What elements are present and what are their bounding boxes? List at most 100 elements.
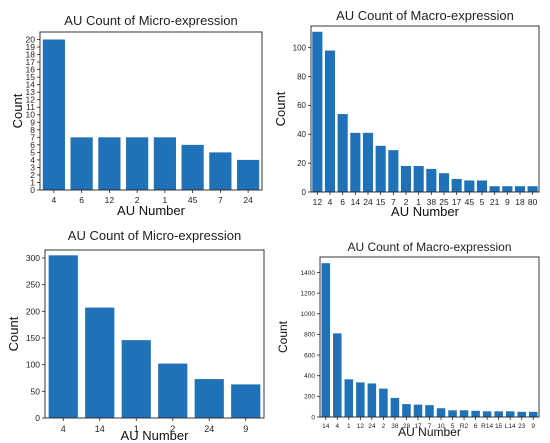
y-tick-label: 100	[26, 360, 40, 370]
bar-au-14	[350, 132, 361, 192]
bar-au-24	[237, 159, 260, 190]
plot-frame	[39, 31, 263, 191]
chart-title: AU Count of Micro-expression	[64, 13, 237, 28]
x-tick-label: 15	[376, 197, 386, 207]
bar-au-R14	[482, 411, 492, 417]
y-tick-label: 50	[31, 386, 41, 396]
bar-au-4	[333, 333, 342, 417]
y-tick-label: 40	[297, 130, 306, 139]
y-tick-label: 200	[26, 306, 40, 316]
y-tick-label: 1000	[301, 311, 316, 318]
chart-title: AU Count of Macro-expression	[347, 240, 511, 254]
y-axis-label: Count	[276, 320, 290, 353]
bar-au-28	[402, 404, 411, 417]
x-tick-label: 4	[52, 195, 57, 205]
plot-frame	[310, 25, 540, 193]
x-tick-label: 17	[414, 423, 422, 430]
x-tick-label: R14	[481, 423, 493, 430]
y-tick-label: 300	[26, 253, 40, 263]
bar-au-12	[356, 382, 365, 417]
y-tick-label: 14	[26, 80, 36, 90]
y-tick-label: 0	[30, 185, 35, 195]
bar-au-23	[517, 411, 526, 417]
bar-au-24	[367, 383, 377, 417]
x-tick-label: 9	[243, 424, 248, 434]
x-tick-label: 28	[403, 423, 411, 430]
x-tick-label: 12	[357, 423, 365, 430]
bar-au-9	[528, 411, 538, 417]
y-tick-label: 19	[26, 42, 36, 52]
bar-au-18	[514, 186, 526, 192]
x-tick-label: 2	[382, 423, 386, 430]
y-tick-label: 150	[26, 333, 40, 343]
x-axis-label: AU Number	[391, 204, 460, 219]
chart-panel-top-left: AU Count of Micro-expression 0 1 2 3 4 5 6 7 8 9 10…	[0, 0, 275, 221]
x-tick-label: 6	[474, 423, 478, 430]
y-tick-label: 6	[30, 140, 35, 150]
x-tick-label: R2	[460, 423, 469, 430]
y-tick-label: 0	[35, 413, 40, 423]
bar-au-1	[121, 340, 151, 418]
bar-au-45	[181, 144, 204, 190]
y-tick-label: 18	[26, 50, 36, 60]
y-tick-label: 0	[311, 414, 315, 421]
x-axis-label: AU Number	[121, 428, 190, 443]
x-tick-label: 5	[451, 423, 455, 430]
y-tick-label: 3	[30, 162, 35, 172]
x-axis-label: AU Number	[398, 425, 461, 439]
y-tick-label: 17	[26, 57, 36, 67]
bar-au-6	[471, 410, 480, 417]
y-tick-label: 5	[30, 147, 35, 157]
x-tick-label: 25	[439, 197, 449, 207]
y-tick-label: 100	[293, 43, 307, 52]
bar-au-17	[451, 179, 462, 192]
bar-au-2	[126, 137, 149, 190]
x-tick-label: 80	[528, 197, 538, 207]
bar-au-15	[375, 145, 386, 192]
x-tick-label: 38	[427, 197, 437, 207]
bar-au-17	[413, 404, 423, 417]
x-tick-label: 2	[170, 424, 175, 434]
x-tick-label: 14	[351, 197, 361, 207]
x-tick-label: 12	[313, 197, 323, 207]
bar-au-45	[464, 180, 475, 192]
x-tick-label: 1	[134, 424, 139, 434]
y-tick-label: 0	[302, 188, 307, 197]
bar-au-4	[48, 255, 78, 418]
x-axis-label: AU Number	[117, 203, 186, 218]
bars	[42, 39, 260, 190]
x-tick-label: 4	[328, 197, 333, 207]
x-tick-label: 24	[368, 423, 376, 430]
y-tick-label: 8	[30, 125, 35, 135]
bar-au-1	[413, 166, 424, 192]
y-axis-label: Count	[10, 93, 25, 128]
y-tick-label: 15	[26, 72, 36, 82]
chart-panel-top-right: AU Count of Macro-expression 0 20 40 60 80 100…	[273, 0, 550, 221]
y-tick-label: 7	[30, 132, 35, 142]
x-tick-label: 6	[340, 197, 345, 207]
x-tick-label: 23	[518, 423, 526, 430]
y-tick-label: 9	[30, 117, 35, 127]
bar-au-6	[70, 137, 93, 190]
x-tick-label: 2	[135, 195, 140, 205]
bar-au-R2	[459, 410, 469, 417]
x-tick-label: 10	[437, 423, 445, 430]
y-tick-label: 13	[26, 87, 36, 97]
bar-au-12	[98, 137, 121, 190]
chart-title: AU Count of Macro-expression	[336, 8, 514, 23]
x-tick-label: 4	[335, 423, 339, 430]
bar-au-L14	[505, 411, 515, 417]
bar-au-15	[494, 411, 503, 417]
chart-title: AU Count of Micro-expression	[68, 228, 241, 243]
y-tick-label: 10	[26, 110, 36, 120]
bar-au-24	[194, 379, 224, 418]
bar-au-4	[42, 39, 65, 190]
bar-au-7	[425, 405, 434, 417]
x-tick-label: 18	[515, 197, 525, 207]
x-tick-label: 1	[163, 195, 168, 205]
x-tick-label: 21	[490, 197, 500, 207]
x-tick-label: 17	[452, 197, 462, 207]
x-tick-label: 2	[404, 197, 409, 207]
chart-svg-top-left: AU Count of Micro-expression 0 1 2 3 4 5678910…	[10, 13, 263, 218]
bar-au-2	[158, 363, 188, 418]
